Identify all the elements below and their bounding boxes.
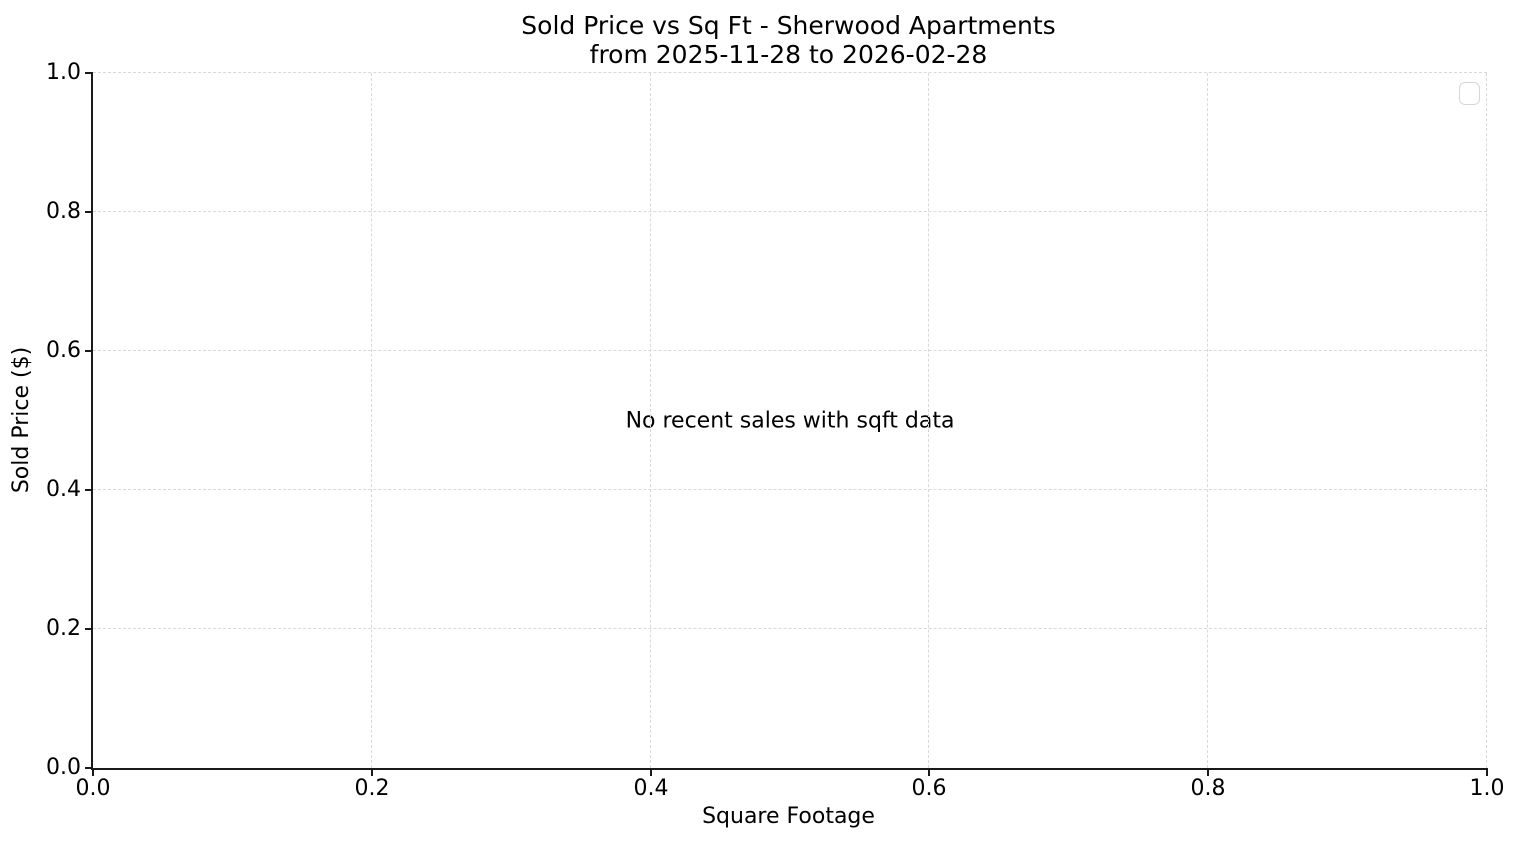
chart-subtitle: from 2025-11-28 to 2026-02-28 [589,40,988,69]
y-tick-mark [85,767,93,769]
x-gridline [1207,73,1208,768]
x-tick-mark [371,768,373,776]
y-tick-label: 0.4 [46,477,81,502]
y-tick-mark [85,628,93,630]
x-tick-mark [1207,768,1209,776]
x-tick-label: 0.6 [911,776,947,801]
x-tick-mark [928,768,930,776]
x-gridline [650,73,651,768]
x-tick-mark [92,768,94,776]
y-tick-mark [85,211,93,213]
chart-title: Sold Price vs Sq Ft - Sherwood Apartment… [521,11,1056,40]
x-tick-label: 0.8 [1190,776,1226,801]
y-axis-label: Sold Price ($) [9,346,34,494]
x-tick-label: 0.0 [75,776,111,801]
y-tick-mark [85,350,93,352]
chart-title-block: Sold Price vs Sq Ft - Sherwood Apartment… [91,11,1486,69]
empty-data-annotation: No recent sales with sqft data [625,408,955,433]
y-gridline [93,72,1487,73]
x-tick-mark [650,768,652,776]
y-gridline [93,211,1487,212]
x-tick-label: 0.2 [354,776,390,801]
y-gridline [93,350,1487,351]
y-gridline [93,489,1487,490]
x-axis-label: Square Footage [702,804,875,829]
y-tick-label: 0.2 [46,616,81,641]
x-gridline [371,73,372,768]
y-tick-label: 0.6 [46,338,81,363]
y-tick-mark [85,72,93,74]
x-tick-mark [1486,768,1488,776]
x-gridline [928,73,929,768]
y-tick-label: 1.0 [46,60,81,85]
y-tick-label: 0.0 [46,755,81,780]
y-tick-label: 0.8 [46,199,81,224]
x-tick-label: 1.0 [1469,776,1505,801]
plot-area: No recent sales with sqft data 0.0 0.2 0.4… [46,60,1505,801]
x-tick-label: 0.4 [633,776,669,801]
legend-box [1459,82,1480,105]
x-gridline [1486,73,1487,768]
y-tick-mark [85,489,93,491]
y-gridline [93,628,1487,629]
